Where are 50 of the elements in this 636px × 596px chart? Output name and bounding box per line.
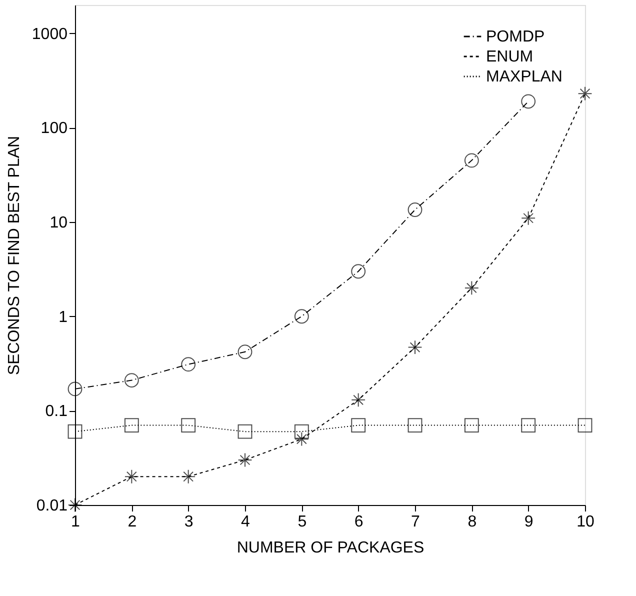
point bbox=[238, 452, 252, 468]
point bbox=[408, 418, 422, 432]
point bbox=[521, 418, 536, 432]
point bbox=[408, 340, 422, 354]
x-axis-title: NUMBER OF PACKAGES bbox=[236, 540, 424, 556]
point bbox=[351, 264, 366, 279]
x-tick-label: 8 bbox=[468, 514, 477, 530]
legend-label: ENUM bbox=[486, 48, 534, 66]
point bbox=[464, 418, 479, 432]
point bbox=[68, 424, 82, 439]
x-tick-label: 10 bbox=[576, 514, 594, 530]
y-tick-label: 10 bbox=[50, 214, 68, 232]
y-tick-label: 0.1 bbox=[45, 403, 68, 420]
x-tick-label: 7 bbox=[411, 514, 420, 530]
x-tick-label: 2 bbox=[128, 514, 137, 530]
point bbox=[238, 344, 252, 360]
point bbox=[124, 373, 139, 388]
point bbox=[181, 469, 196, 484]
point bbox=[521, 94, 536, 109]
x-tick-label: 6 bbox=[354, 514, 364, 530]
point bbox=[181, 357, 196, 372]
point bbox=[578, 86, 592, 101]
y-axis-title: SECONDS TO FIND BEST PLAN bbox=[6, 136, 23, 376]
x-tick-label: 3 bbox=[184, 514, 194, 530]
point bbox=[124, 469, 139, 484]
x-tick-label: 1 bbox=[71, 514, 80, 530]
point bbox=[521, 210, 536, 226]
legend-label: MAXPLAN bbox=[486, 68, 562, 86]
legend-label: POMDP bbox=[486, 28, 545, 46]
point bbox=[238, 424, 252, 439]
y-tick-label: 1 bbox=[58, 308, 68, 326]
point bbox=[351, 418, 366, 432]
point bbox=[578, 418, 592, 432]
x-tick-label: 5 bbox=[298, 514, 307, 530]
point bbox=[124, 418, 139, 432]
point bbox=[464, 280, 479, 296]
point bbox=[294, 424, 309, 439]
y-tick-label: 100 bbox=[40, 120, 68, 138]
point bbox=[408, 202, 422, 217]
x-tick-label: 9 bbox=[524, 514, 534, 530]
point bbox=[294, 309, 309, 324]
point bbox=[68, 382, 82, 396]
point bbox=[351, 392, 366, 408]
point bbox=[294, 432, 309, 446]
point bbox=[181, 418, 196, 432]
y-tick-label: 0.01 bbox=[36, 498, 68, 514]
point bbox=[68, 498, 82, 512]
x-tick-label: 4 bbox=[241, 514, 250, 530]
y-tick-label: 1000 bbox=[32, 26, 68, 43]
point bbox=[464, 153, 479, 168]
